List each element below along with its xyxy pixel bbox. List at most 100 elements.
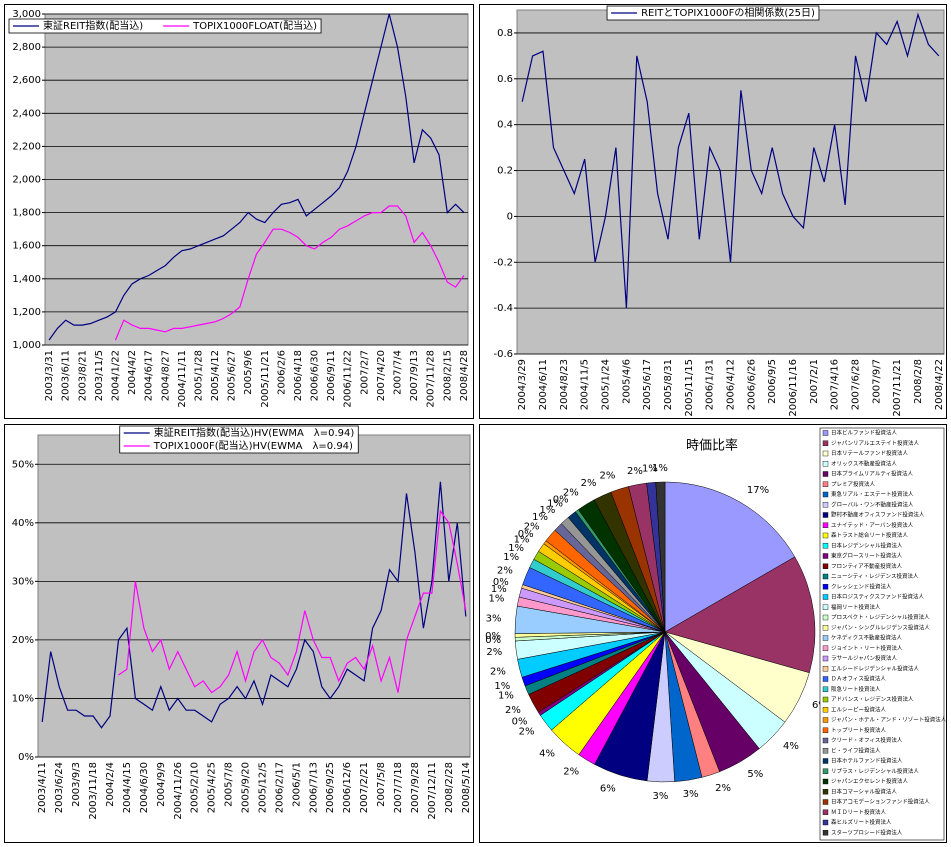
legend-label: 日本コマーシャル投資法人	[831, 787, 897, 795]
plot-area	[516, 9, 945, 355]
pie-slice	[655, 481, 666, 633]
x-tick-label: 2005/7/8	[224, 762, 235, 807]
y-tick-label: 1,600	[12, 241, 41, 252]
y-tick-label: 40%	[12, 518, 34, 529]
y-tick-label: 1,800	[12, 208, 41, 219]
legend-swatch	[822, 532, 829, 539]
legend-label: ユナイテッド・アーバン投資法人	[831, 521, 914, 529]
chart-title: 時価比率	[686, 438, 738, 454]
x-tick-label: 2007/12/11	[427, 762, 438, 820]
legend-swatch	[822, 471, 829, 477]
legend: 東証REIT指数(配当込) TOPIX1000FLOAT(配当込)	[8, 18, 322, 34]
data-label: 0%	[485, 635, 501, 646]
legend-swatch	[822, 563, 829, 569]
legend-swatch	[822, 543, 829, 549]
x-tick-label: 2007/4/20	[376, 350, 387, 401]
x-tick-label: 2008/2/8	[913, 359, 924, 404]
legend-swatch	[822, 768, 829, 774]
data-label: 4%	[539, 749, 555, 760]
series-line	[41, 481, 467, 729]
x-tick-label: 2006/11/16	[788, 359, 799, 417]
legend-swatch	[822, 522, 829, 528]
data-label: 1%	[539, 505, 555, 516]
x-tick-label: 2007/11/28	[426, 350, 437, 408]
data-label: 2%	[599, 471, 615, 482]
legend-swatch	[822, 604, 829, 610]
x-tick-label: 2005/1/24	[601, 359, 612, 410]
x-tick-label: 2008/2/15	[442, 350, 453, 401]
data-label: 1%	[489, 594, 505, 605]
x-tick-label: 2007/11/21	[892, 359, 903, 417]
x-tick-label: 2004/1/22	[111, 350, 122, 401]
legend-swatch	[822, 830, 829, 836]
data-label: 1%	[491, 584, 507, 595]
legend-swatch	[822, 676, 829, 682]
x-tick-label: 2006/4/18	[293, 350, 304, 401]
legend-label: ジャパンエクセレント投資法人	[831, 777, 909, 785]
legend-box	[606, 5, 820, 21]
series-line	[118, 509, 467, 694]
series-line	[48, 13, 465, 341]
data-label: 2%	[519, 726, 535, 737]
y-tick-label: -0.4	[493, 303, 513, 314]
x-tick-label: 2003/9/3	[71, 762, 82, 807]
legend-label: TOPIX1000F(配当込)HV(EWMA λ=0.94)	[153, 439, 353, 452]
data-label: 1%	[514, 535, 530, 546]
x-tick-label: 2006/5/1	[291, 762, 302, 807]
legend-label: ケネディクス不動産投資法人	[831, 634, 902, 642]
plot-area	[37, 434, 471, 758]
x-tick-label: 2006/9/5	[767, 359, 778, 404]
legend: REITとTOPIX1000Fの相関係数(25日)	[606, 5, 820, 21]
x-tick-label: 2005/11/15	[684, 359, 695, 417]
data-label: 6%	[600, 783, 616, 794]
legend-label: 森ヒルズリート投資法人	[831, 818, 892, 826]
y-tick-label: 0	[507, 211, 513, 222]
x-tick-label: 2005/1/28	[193, 350, 204, 401]
legend-swatch	[822, 553, 829, 559]
data-label: 2%	[524, 521, 540, 532]
y-tick-label: 0.6	[497, 74, 513, 85]
data-label: 2%	[563, 488, 579, 499]
x-tick-label: 2004/11/11	[177, 350, 188, 408]
legend-swatch	[822, 778, 829, 785]
x-tick-label: 2006/6/30	[310, 350, 321, 401]
data-label: 0%	[553, 494, 569, 505]
data-label: 1%	[547, 499, 563, 510]
data-label: 0%	[493, 577, 509, 588]
x-tick-label: 2006/11/22	[343, 350, 354, 408]
data-label: 1%	[642, 464, 658, 475]
legend-label: トップリート投資法人	[831, 726, 887, 734]
x-tick-label: 2006/2/17	[274, 762, 285, 813]
legend-swatch	[822, 645, 829, 651]
legend-label: ジョイント・リート投資法人	[831, 644, 903, 652]
legend-label: 日本ロジスティクスファンド投資法人	[831, 593, 925, 601]
legend-label: ラサールジャパン投資法人	[831, 654, 898, 662]
legend-swatch	[822, 799, 829, 805]
x-tick-label: 2004/4/15	[122, 762, 133, 813]
x-tick-label: 2006/2/6	[276, 350, 287, 395]
legend-label: REITとTOPIX1000Fの相関係数(25日)	[641, 6, 815, 19]
legend-label: 東京グロースリート投資法人	[831, 552, 903, 560]
x-tick-label: 2007/6/28	[850, 359, 861, 410]
legend-label: 森トラスト総合リート投資法人	[831, 531, 908, 539]
legend-label: 日本ビルファンド投資法人	[831, 429, 898, 437]
legend-label: ＤＡオフィス投資法人	[831, 675, 886, 683]
x-tick-label: 2003/11/18	[88, 762, 99, 820]
x-tick-label: 2004/2/4	[105, 762, 116, 807]
legend-swatch	[822, 502, 829, 508]
legend-swatch	[822, 666, 829, 672]
data-label: 2%	[505, 705, 521, 716]
data-label: 3%	[653, 791, 669, 802]
x-tick-label: 2005/11/21	[260, 350, 271, 408]
x-tick-label: 2003/6/11	[61, 350, 72, 401]
legend: 東証REIT指数(配当込)HV(EWMA λ=0.94)TOPIX1000F(配…	[119, 425, 359, 454]
data-label: 0%	[485, 631, 501, 642]
legend-label: フロンティア不動産投資法人	[831, 562, 903, 570]
legend-swatch	[822, 594, 829, 600]
data-label: 5%	[747, 769, 763, 780]
x-tick-label: 2005/9/6	[243, 350, 254, 395]
legend-swatch	[822, 819, 829, 826]
legend-label: クリード・オフィス投資法人	[831, 736, 903, 744]
y-tick-label: 2,400	[12, 108, 41, 119]
legend-label: アドバンス・レジデンス投資法人	[831, 695, 914, 703]
